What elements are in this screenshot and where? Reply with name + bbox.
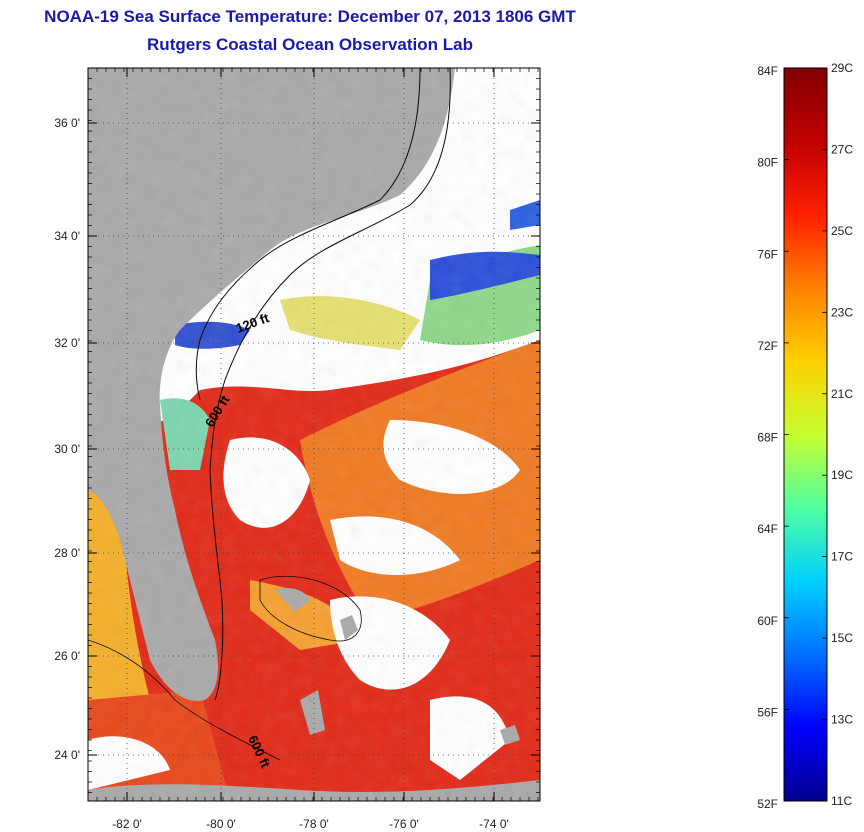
- lat-label: 32 0': [54, 336, 80, 350]
- lon-label: -76 0': [389, 817, 419, 831]
- colorbar-f-label: 80F: [757, 156, 778, 170]
- colorbar-c-label: 13C: [831, 713, 853, 727]
- lat-label: 34 0': [54, 229, 80, 243]
- colorbar-f-label: 76F: [757, 247, 778, 261]
- colorbar: [783, 67, 828, 802]
- lon-label: -80 0': [206, 817, 236, 831]
- lon-label: -82 0': [112, 817, 142, 831]
- colorbar-c-label: 27C: [831, 142, 853, 156]
- colorbar-c-label: 25C: [831, 224, 853, 238]
- axis-labels: 36 0' 34 0' 32 0' 30 0' 28 0' 26 0' 24 0' -82 0…: [54, 116, 508, 831]
- colorbar-f-label: 60F: [757, 614, 778, 628]
- colorbar-f-label: 52F: [757, 797, 778, 811]
- colorbar-c-label: 15C: [831, 631, 853, 645]
- colorbar-c-label: 23C: [831, 305, 853, 319]
- colorbar-c-label: 29C: [831, 61, 853, 75]
- map-area: [88, 68, 540, 801]
- lat-label: 36 0': [54, 116, 80, 130]
- colorbar-labels: 84F 80F 76F 72F 68F 64F 60F 56F 52F 29C 27C 25C 23C 2…: [757, 61, 853, 811]
- colorbar-f-label: 56F: [757, 705, 778, 719]
- lat-label: 26 0': [54, 649, 80, 663]
- lat-label: 28 0': [54, 546, 80, 560]
- map-subtitle: Rutgers Coastal Ocean Observation Lab: [147, 35, 473, 54]
- colorbar-f-label: 84F: [757, 64, 778, 78]
- colorbar-c-label: 17C: [831, 550, 853, 564]
- colorbar-f-label: 68F: [757, 431, 778, 445]
- lat-label: 24 0': [54, 748, 80, 762]
- colorbar-c-label: 11C: [831, 794, 852, 808]
- colorbar-f-label: 72F: [757, 339, 778, 353]
- colorbar-c-label: 19C: [831, 468, 853, 482]
- colorbar-f-label: 64F: [757, 522, 778, 536]
- colorbar-c-label: 21C: [831, 387, 853, 401]
- map-grid: [88, 68, 540, 801]
- texture-overlay: [88, 68, 540, 801]
- lat-label: 30 0': [54, 442, 80, 456]
- map-title: NOAA-19 Sea Surface Temperature: Decembe…: [44, 7, 576, 26]
- map-ticks: [87, 67, 540, 801]
- lon-label: -74 0': [479, 817, 509, 831]
- lon-label: -78 0': [299, 817, 329, 831]
